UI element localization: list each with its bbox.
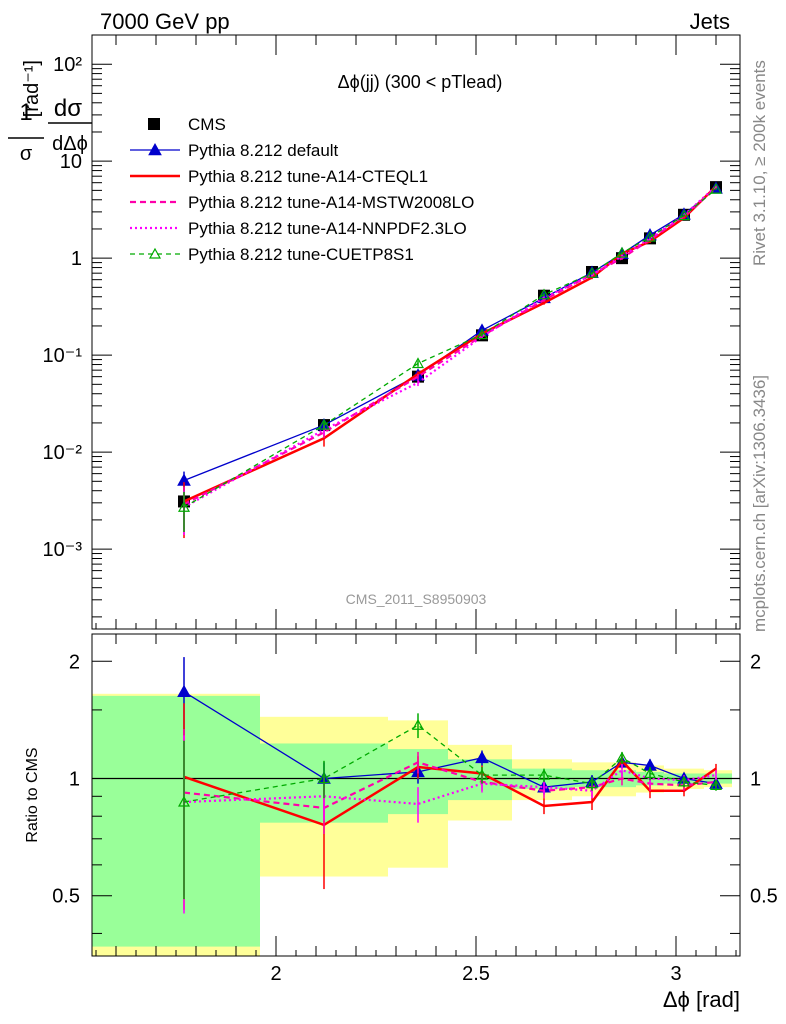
main-pythia-8-212-tune-cuetp8s1-line — [183, 188, 717, 508]
ratio-pythia-8-212-tune-cuetp8s1-marker — [177, 795, 191, 807]
main-pythia-8-212-tune-cuetp8s1-marker — [709, 182, 723, 194]
ratio-y-tick-label: 2 — [69, 651, 80, 673]
ylabel-denominator: σ — [20, 143, 33, 165]
x-tick-label: 3 — [670, 963, 681, 985]
ratio-pythia-8-212-tune-cuetp8s1-marker — [475, 768, 489, 780]
main-pythia-8-212-tune-cuetp8s1-marker — [677, 209, 691, 221]
legend-label-pythia-8-212-default: Pythia 8.212 default — [188, 141, 339, 160]
ratio-pythia-8-212-default-marker — [177, 684, 191, 698]
main-axes-layer: 10⁻³ 10⁻² 10⁻¹ 1 10 10² — [43, 34, 740, 629]
legend-label-pythia-8-212-tune-cuetp8s1: Pythia 8.212 tune-CUETP8S1 — [188, 245, 414, 264]
ratio-pythia-8-212-tune-cuetp8s1-line — [183, 724, 717, 803]
ratio-y-tick-label-right: 2 — [750, 651, 761, 673]
main-pythia-8-212-default-line — [183, 187, 717, 482]
ratio-y-tick-label: 0.5 — [52, 886, 80, 908]
legend-label-pythia-8-212-tune-a14-cteql1: Pythia 8.212 tune-A14-CTEQL1 — [188, 167, 428, 186]
ratio-axes-layer: 2 2.5 3 0.5 0.5 1 1 2 2 — [52, 634, 778, 985]
main-pythia-8-212-tune-cuetp8s1-marker — [615, 246, 629, 258]
x-tick-label: 2 — [270, 963, 281, 985]
ratio-pythia-8-212-tune-cuetp8s1-marker — [411, 719, 425, 730]
legend-marker-pythia-8-212-default — [148, 142, 162, 156]
ratio-pythia-8-212-tune-a14-mstw2008lo-line — [183, 761, 717, 810]
main-pythia-8-212-tune-cuetp8s1-marker — [585, 266, 599, 278]
legend: CMS Pythia 8.212 default Pythia 8.212 tune… — [130, 115, 474, 264]
legend-label-pythia-8-212-tune-a14-nnpdf2-3lo: Pythia 8.212 tune-A14-NNPDF2.3LO — [188, 219, 467, 238]
rivet-label: Rivet 3.1.10, ≥ 200k events — [750, 60, 769, 266]
y-tick-label: 1 — [71, 248, 82, 270]
ratio-pythia-8-212-tune-cuetp8s1-marker — [615, 751, 629, 763]
ratio-pythia-8-212-tune-cuetp8s1-marker — [317, 772, 331, 784]
main-pythia-8-212-tune-a14-mstw2008lo-line — [183, 187, 717, 506]
legend-label-pythia-8-212-tune-a14-mstw2008lo: Pythia 8.212 tune-A14-MSTW2008LO — [188, 193, 474, 212]
legend-marker-cms — [148, 118, 160, 130]
ylabel-numerator: 1 — [19, 99, 32, 126]
ratio-pythia-8-212-default-line — [183, 691, 717, 788]
y-tick-label: 10⁻¹ — [43, 345, 83, 367]
main-pythia-8-212-tune-cuetp8s1-marker — [411, 357, 425, 369]
ratio-ylabel: Ratio to CMS — [24, 747, 41, 842]
ratio-y-tick-label: 1 — [69, 768, 80, 790]
ratio-series-layer — [177, 657, 723, 914]
ratio-pythia-8-212-tune-a14-cteql1-line — [183, 758, 717, 827]
ratio-y-tick-label-right: 0.5 — [750, 886, 778, 908]
ratio-y-tick-label-right: 1 — [750, 768, 761, 790]
ratio-pythia-8-212-tune-cuetp8s1-marker — [677, 775, 691, 787]
main-pythia-8-212-tune-cuetp8s1-marker — [537, 288, 551, 300]
main-ylabel: 1 σ dσ dΔϕ [rad⁻¹] — [8, 60, 92, 165]
main-pythia-8-212-tune-cuetp8s1-marker — [643, 230, 657, 242]
ylabel-d-sigma: dσ — [54, 95, 82, 122]
ylabel-unit: [rad⁻¹] — [21, 60, 43, 117]
y-tick-label: 10² — [53, 54, 82, 76]
y-tick-label: 10 — [60, 151, 82, 173]
legend-marker-pythia-8-212-tune-cuetp8s1 — [148, 247, 162, 259]
main-pythia-8-212-tune-cuetp8s1-marker — [475, 328, 489, 340]
ratio-pythia-8-212-tune-cuetp8s1-marker — [585, 777, 599, 789]
y-tick-label: 10⁻³ — [43, 539, 83, 561]
main-pythia-8-212-tune-cuetp8s1-marker — [177, 501, 191, 512]
ratio-pythia-8-212-default-marker — [475, 750, 489, 764]
ratio-pythia-8-212-tune-cuetp8s1-marker — [643, 767, 657, 779]
header-left: 7000 GeV pp — [100, 9, 230, 34]
header-right: Jets — [690, 9, 730, 34]
legend-label-cms: CMS — [188, 115, 226, 134]
ratio-band-inner — [92, 695, 260, 947]
watermark: CMS_2011_S8950903 — [346, 591, 487, 607]
y-tick-label: 10⁻² — [43, 442, 83, 464]
x-axis-label: Δϕ [rad] — [663, 987, 740, 1012]
main-series-layer — [177, 181, 723, 539]
ratio-pythia-8-212-tune-cuetp8s1-marker — [709, 779, 723, 790]
x-tick-label: 2.5 — [462, 963, 490, 985]
ratio-bands-layer — [92, 693, 732, 956]
main-pythia-8-212-tune-cuetp8s1-marker — [317, 418, 331, 430]
main-title: Δϕ(jj) (300 < pTlead) — [338, 72, 503, 92]
ylabel-d-dphi: dΔϕ — [52, 133, 88, 155]
main-pythia-8-212-tune-a14-cteql1-line — [183, 185, 717, 503]
ratio-pythia-8-212-tune-cuetp8s1-marker — [537, 768, 551, 780]
mcplots-label: mcplots.cern.ch [arXiv:1306.3436] — [750, 375, 769, 632]
